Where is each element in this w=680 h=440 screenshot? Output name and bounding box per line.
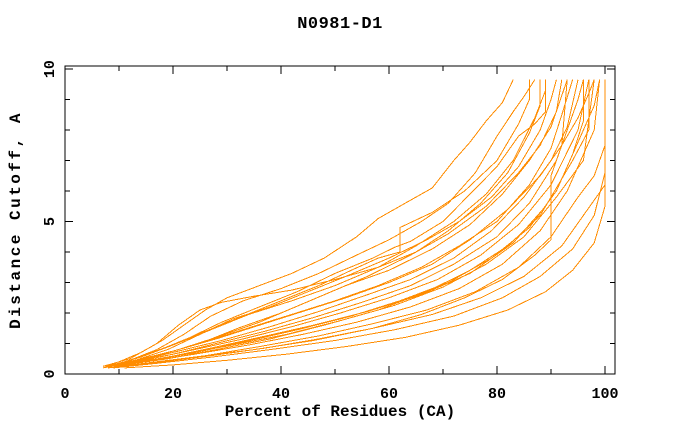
model-curve-curve-04 xyxy=(113,79,557,367)
x-tick-label: 60 xyxy=(380,386,398,403)
model-curve-curve-08 xyxy=(113,79,579,367)
model-curve-curve-24 xyxy=(124,79,601,366)
x-tick-label: 40 xyxy=(272,386,290,403)
model-curves-group xyxy=(102,79,606,369)
x-tick-label: 0 xyxy=(60,386,69,403)
x-tick-label: 20 xyxy=(164,386,182,403)
model-curve-curve-20 xyxy=(113,79,547,366)
model-curve-curve-19 xyxy=(108,79,530,367)
model-curve-curve-16 xyxy=(113,79,606,369)
model-curve-curve-03 xyxy=(105,79,547,367)
x-axis-label: Percent of Residues (CA) xyxy=(225,403,455,421)
model-curve-curve-02 xyxy=(108,79,536,367)
y-tick-label: 5 xyxy=(42,217,59,226)
axes-group xyxy=(64,65,616,375)
model-curve-curve-18 xyxy=(102,79,541,367)
model-curve-curve-22 xyxy=(102,79,595,367)
model-curve-curve-10 xyxy=(118,79,590,366)
model-curve-curve-07 xyxy=(102,79,574,369)
model-curve-curve-09 xyxy=(108,79,584,367)
model-curve-curve-23 xyxy=(113,79,584,367)
y-axis-label: Distance Cutoff, A xyxy=(7,111,25,329)
tick-labels-group: 0 20 40 60 80 100 0 5 10 xyxy=(42,60,619,403)
model-curve-curve-15 xyxy=(108,79,606,369)
model-curve-curve-17 xyxy=(124,79,606,369)
chart-title: N0981-D1 xyxy=(297,15,383,34)
model-curve-curve-01 xyxy=(102,79,514,367)
x-tick-label: 100 xyxy=(592,386,619,403)
model-curve-curve-21 xyxy=(118,79,568,367)
plot-border xyxy=(64,65,616,375)
model-curve-curve-13 xyxy=(113,79,601,367)
y-tick-label: 0 xyxy=(42,369,59,378)
x-tick-label: 80 xyxy=(488,386,506,403)
y-tick-label: 10 xyxy=(42,60,59,78)
